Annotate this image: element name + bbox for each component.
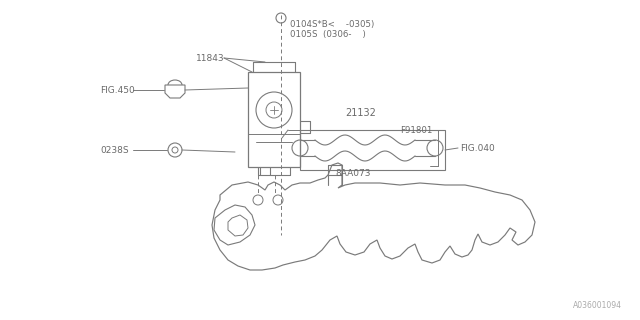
Text: FIG.450: FIG.450 xyxy=(100,85,135,94)
Bar xyxy=(300,130,445,170)
Text: 0104S*B<    -0305): 0104S*B< -0305) xyxy=(290,20,374,28)
Bar xyxy=(248,72,300,167)
Text: 11843: 11843 xyxy=(196,53,225,62)
Text: 0105S  (0306-    ): 0105S (0306- ) xyxy=(290,29,365,38)
Text: 0238S: 0238S xyxy=(100,146,129,155)
Text: F91801: F91801 xyxy=(400,125,433,134)
Text: FIG.040: FIG.040 xyxy=(460,143,495,153)
Text: 8AA073: 8AA073 xyxy=(335,169,371,178)
Text: 21132: 21132 xyxy=(345,108,376,118)
Text: A036001094: A036001094 xyxy=(573,301,622,310)
